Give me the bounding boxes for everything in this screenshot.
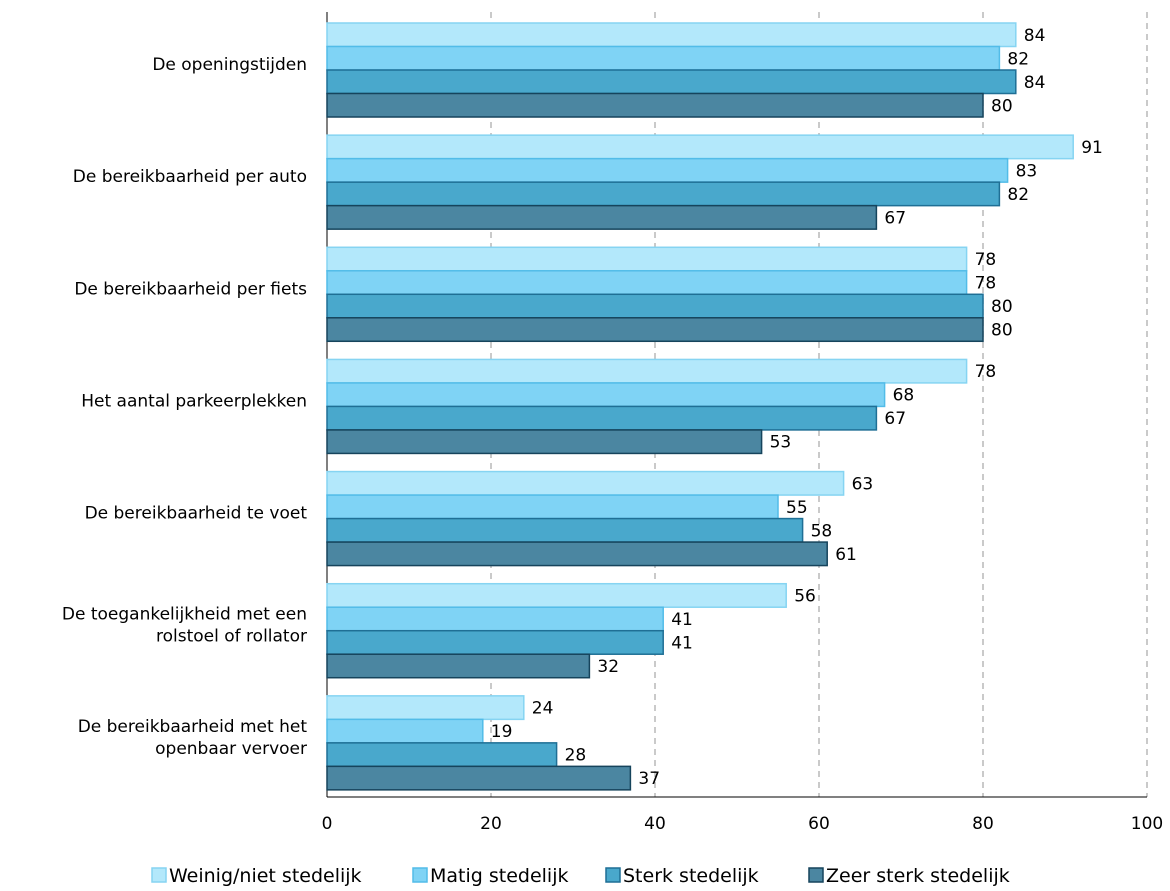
data-label: 19 [491,722,513,742]
bar [326,765,632,791]
x-tick-label: 0 [322,814,333,834]
legend-swatch [151,867,167,883]
data-label: 55 [786,498,808,518]
data-label: 56 [794,586,816,606]
data-label: 28 [565,746,587,766]
category-label: De bereikbaarheid met het [78,717,308,737]
data-label: 32 [597,657,619,677]
data-label: 24 [532,699,554,719]
bar [326,270,968,296]
x-tick-label: 100 [1131,814,1163,834]
bar [326,629,664,655]
bar [326,695,525,721]
data-label: 41 [671,610,693,630]
legend-label: Sterk stedelijk [623,865,759,887]
legend-swatch [605,867,621,883]
bars-layer [326,22,1074,791]
bar [326,517,804,543]
data-label: 63 [852,474,874,494]
bar [326,157,1009,183]
data-label: 82 [1007,185,1029,205]
data-label: 53 [770,433,792,453]
bar [326,45,1001,71]
x-tick-label: 40 [644,814,666,834]
data-label: 37 [638,769,660,789]
bar [326,134,1074,160]
x-tick-label: 60 [808,814,830,834]
bar [326,22,1017,48]
bar [326,382,886,408]
bar [326,718,484,744]
data-label: 78 [975,274,997,294]
bar [326,494,779,520]
legend-label: Matig stedelijk [430,865,569,887]
category-label: rolstoel of rollator [156,627,307,647]
data-label: 58 [811,521,833,541]
data-label: 68 [893,386,915,406]
data-label: 84 [1024,26,1046,46]
legend: Weinig/niet stedelijk Matig stedelijk Ster… [151,865,1010,887]
bar [326,69,1017,95]
category-label: De bereikbaarheid te voet [85,504,308,524]
category-labels-layer: De openingstijden De bereikbaarheid per a… [62,55,307,759]
data-label: 67 [884,208,906,228]
bar [326,653,591,679]
bar [326,92,984,118]
legend-swatch [808,867,824,883]
category-label: openbaar vervoer [155,739,307,759]
bar [326,582,787,608]
data-label: 78 [975,250,997,270]
category-label: Het aantal parkeerplekken [81,391,307,411]
category-label: De bereikbaarheid per auto [73,167,307,187]
data-label: 82 [1007,49,1029,69]
bar [326,358,968,384]
bar [326,293,984,319]
bar [326,606,664,632]
legend-label: Weinig/niet stedelijk [169,865,362,887]
data-labels-layer: 84 91 78 78 63 56 24 82 83 78 68 55 41 19 84 82 80 67 58 41… [491,26,1103,789]
data-label: 91 [1081,138,1103,158]
bar [326,470,845,496]
bar [326,204,878,230]
bar [326,742,558,768]
x-tick-label: 20 [480,814,502,834]
bar [326,181,1001,207]
x-tick-label: 80 [972,814,994,834]
x-axis-ticks-layer: 0 20 40 60 80 100 [322,814,1164,834]
category-label: De toegankelijkheid met een [62,605,307,625]
data-label: 80 [991,321,1013,341]
data-label: 80 [991,297,1013,317]
bar [326,405,878,431]
data-label: 80 [991,96,1013,116]
data-label: 41 [671,633,693,653]
bar [326,317,984,343]
category-label: De bereikbaarheid per fiets [74,279,307,299]
bar [326,246,968,272]
bar [326,429,763,455]
legend-label: Zeer sterk stedelijk [826,865,1010,887]
data-label: 61 [835,545,857,565]
data-label: 84 [1024,73,1046,93]
category-label: De openingstijden [152,55,307,75]
data-label: 78 [975,362,997,382]
data-label: 83 [1016,161,1038,181]
bar [326,541,828,567]
data-label: 67 [884,409,906,429]
legend-swatch [412,867,428,883]
